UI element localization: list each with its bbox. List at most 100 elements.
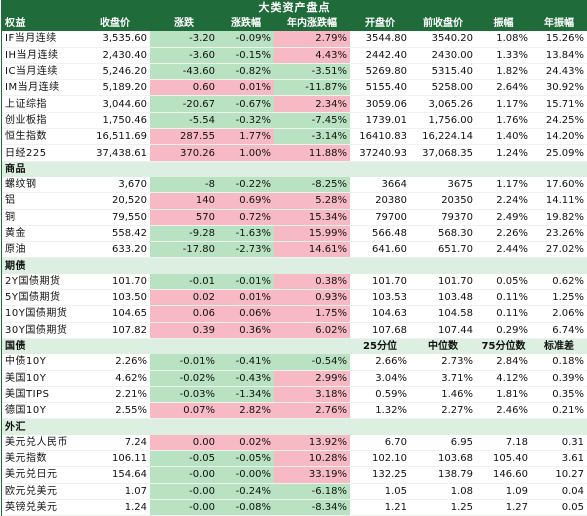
cell-col-8: 0.04 [531, 483, 587, 500]
cell-col-6: 2430.00 [410, 47, 476, 64]
cell-col-2: -0.05 [150, 450, 218, 468]
commodity-row: 螺纹钢 3,670 -8 -0.22% -8.25% 3664 3675 1.17% 17.60… [2, 176, 587, 194]
cell-col-8 [531, 418, 587, 435]
cell-col-2: 140 [150, 192, 218, 210]
cell-col-5: 5269.80 [350, 63, 410, 81]
cell-col-8: 0.05 [531, 499, 587, 516]
equity-row: 上证综指 3,044.60 -20.67 -0.67% 2.34% 3059.06 3,06… [2, 95, 587, 113]
cell-col-6: 2.73% [410, 354, 476, 371]
fx-row: 美元兑日元 154.64 -0.00 -0.00% 33.19% 132.25 138.79… [2, 466, 587, 484]
cell-col-4 [274, 418, 350, 435]
cell-col-7: 0.05% [476, 273, 531, 291]
cell-col-4: -11.87% [274, 79, 350, 97]
cell-col-1: 2.55% [80, 402, 150, 420]
cell-col-5: 1.05 [350, 483, 410, 500]
cell-col-7: 75分位数 [476, 338, 531, 355]
cell-col-4: 14.61% [274, 241, 350, 259]
cell-col-5: 16410.83 [350, 128, 410, 146]
cell-col-5: 103.53 [350, 289, 410, 307]
cell-col-7: 2.24% [476, 192, 531, 210]
cell-col-7: 1.17% [476, 176, 531, 194]
cell-col-6 [410, 257, 476, 274]
cell-col-4: 11.88% [274, 144, 350, 162]
cell-col-5 [350, 257, 410, 274]
section-row-commodities: 商品 [2, 161, 587, 177]
cell-col-4: 2.76% [274, 402, 350, 420]
row-label: IM当月连续 [2, 79, 80, 97]
cell-col-2: -0.02% [150, 370, 218, 387]
cell-col-4: 0.93% [274, 289, 350, 307]
cell-col-7: 2.46% [476, 402, 531, 420]
row-label: 期债 [2, 257, 80, 274]
cell-col-2: 570 [150, 209, 218, 226]
cell-col-1: 104.65 [80, 305, 150, 323]
cell-col-8: 14.20% [531, 128, 587, 146]
cell-col-5: 3059.06 [350, 95, 410, 113]
bond-futures-row: 5Y国债期货 103.50 0.02 0.01% 0.93% 103.53 103.48 0.… [2, 289, 587, 307]
cell-col-7 [476, 418, 531, 435]
cell-col-8: 标准差 [531, 338, 587, 355]
cell-col-4: -0.54% [274, 354, 350, 371]
cell-col-1: 106.11 [80, 450, 150, 468]
cell-col-2: -0.01% [150, 354, 218, 371]
cell-col-1: 5,246.20 [80, 63, 150, 81]
fx-row: 欧元兑美元 1.07 -0.00 -0.24% -6.18% 1.05 1.08 1.09 0.… [2, 483, 587, 500]
equity-row: IM当月连续 5,189.20 0.60 0.01% -11.87% 5155.40 525… [2, 79, 587, 97]
equity-row: 日经225 37,438.61 370.26 1.00% 11.88% 37240.93 3… [2, 144, 587, 162]
cell-col-6: 中位数 [410, 338, 476, 355]
cell-col-7: 0.11% [476, 289, 531, 307]
cell-col-8: 15.71% [531, 95, 587, 113]
cell-col-1: 1.07 [80, 483, 150, 500]
cell-col-7: 2.44% [476, 241, 531, 259]
cell-col-1 [80, 418, 150, 435]
cell-col-8: 15.26% [531, 31, 587, 48]
cell-col-3: 1.00% [218, 144, 274, 162]
row-label: 美国TIPS [2, 386, 80, 404]
cell-col-4: 4.43% [274, 47, 350, 64]
cell-col-2: -0.03% [150, 386, 218, 404]
cell-col-3 [218, 161, 274, 177]
cell-col-7 [476, 257, 531, 274]
cell-col-2: 0.60 [150, 79, 218, 97]
cell-col-3: 1.77% [218, 128, 274, 146]
cell-col-4: 5.28% [274, 192, 350, 210]
cell-col-2: 370.26 [150, 144, 218, 162]
cell-col-7: 146.60 [476, 466, 531, 484]
cell-col-4: 1.75% [274, 305, 350, 323]
asset-table-body: 权益 收盘价 涨跌 涨跌幅 年内涨跌幅 开盘价 前收盘价 振幅 年振幅 IF当月连续 3,535.6… [2, 16, 587, 516]
cell-col-2: -17.80 [150, 241, 218, 259]
cell-col-2: -0.00 [150, 466, 218, 484]
cell-col-1: 3,535.60 [80, 31, 150, 48]
row-label: 30Y国债期货 [2, 322, 80, 339]
cell-col-2: 0.06 [150, 305, 218, 323]
cell-col-8: 13.84% [531, 47, 587, 64]
cell-col-1: 5,189.20 [80, 79, 150, 97]
cell-col-1: 1,750.46 [80, 112, 150, 130]
row-label: 原油 [2, 241, 80, 259]
row-label: 美元兑人民币 [2, 434, 80, 452]
cell-col-3: -1.63% [218, 225, 274, 243]
cell-col-1: 37,438.61 [80, 144, 150, 162]
cell-col-6: 103.48 [410, 289, 476, 307]
cell-col-7: 4.12% [476, 370, 531, 387]
cell-col-8: 0.62% [531, 273, 587, 291]
cell-col-3: -1.34% [218, 386, 274, 404]
cell-col-2 [150, 338, 218, 355]
cell-col-7: 2.64% [476, 79, 531, 97]
row-label: 国债 [2, 338, 80, 355]
cell-col-2: 0.00 [150, 434, 218, 452]
cell-col-1: 103.50 [80, 289, 150, 307]
cell-col-6: 5315.40 [410, 63, 476, 81]
cell-col-8: 0.18% [531, 354, 587, 371]
cell-col-4: -3.51% [274, 63, 350, 81]
row-label: IC当月连续 [2, 63, 80, 81]
cell-col-5: 102.10 [350, 450, 410, 468]
cell-col-7: 1.76% [476, 112, 531, 130]
cell-col-2 [150, 418, 218, 435]
cell-col-4: 0.38% [274, 273, 350, 291]
section-row-govt-bonds: 国债 25分位 中位数 75分位数 标准差 [2, 338, 587, 355]
cell-col-4: -8.34% [274, 499, 350, 516]
cell-col-4: 15.99% [274, 225, 350, 243]
cell-col-2: 0.02 [150, 289, 218, 307]
cell-col-5: 3.04% [350, 370, 410, 387]
